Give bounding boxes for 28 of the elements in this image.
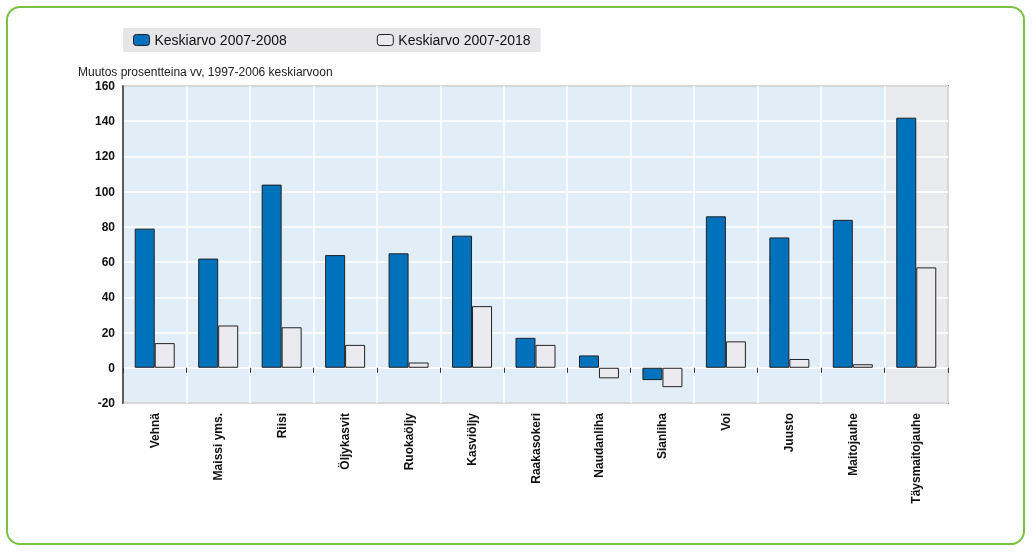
x-tick-label: Raakasokeri	[528, 413, 543, 484]
y-tick-label: -20	[97, 396, 116, 410]
x-tick-label: Maitojauhe	[845, 412, 860, 476]
x-tick-label: Ruokaöljy	[401, 412, 416, 471]
x-tick-label: Voi	[718, 413, 733, 431]
x-tick-label: Kasviöljy	[465, 412, 480, 466]
x-tick-label: Sianliha	[655, 412, 670, 460]
x-tick-label: Juusto	[782, 413, 797, 453]
x-tick-label: Vehnä	[147, 412, 162, 449]
y-tick-label: 0	[108, 360, 116, 375]
y-tick-label: 80	[101, 219, 116, 234]
x-tick-label: Maissi yms.	[211, 413, 226, 481]
y-tick-label: 100	[94, 184, 116, 199]
y-tick-label: 40	[101, 290, 116, 305]
x-tick-label: Riisi	[274, 413, 289, 439]
x-tick-label: Täysmaitojauhe	[909, 412, 924, 504]
x-tick-label: Naudanliha	[591, 412, 606, 478]
legend-label: Keskiarvo 2007-2018	[398, 32, 531, 48]
bar	[578, 355, 599, 368]
y-tick-label: 160	[94, 79, 116, 93]
y-axis-title: Muutos prosentteina vv, 1997-2006 keskiarvoon	[78, 65, 333, 79]
y-tick-label: 20	[101, 325, 116, 340]
y-tick-label: 120	[94, 149, 116, 164]
y-tick-label: 60	[101, 255, 116, 270]
legend-label: Keskiarvo 2007-2008	[154, 32, 288, 48]
bar	[598, 367, 619, 379]
y-tick-label: 140	[94, 114, 116, 129]
x-tick-label: Öljykasvit	[337, 413, 353, 470]
